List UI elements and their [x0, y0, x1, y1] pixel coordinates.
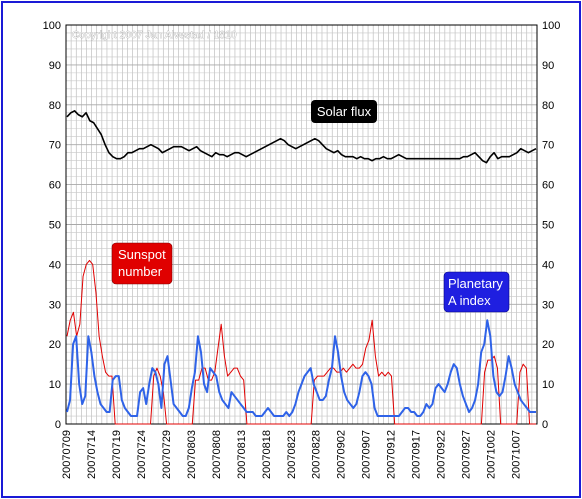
y-tick-label-right: 100 [542, 20, 560, 32]
y-axis-right: 0 10 20 30 40 50 60 70 80 90 100 [542, 20, 560, 431]
x-tick-label: 20070803 [186, 430, 198, 479]
sunspot-label-box: Sunspot number [111, 242, 173, 285]
x-tick-label: 20070917 [411, 430, 423, 479]
y-tick-label-left: 40 [49, 259, 61, 271]
sunspot-label-line2: number [118, 264, 163, 279]
y-tick-label-right: 30 [542, 299, 554, 311]
y-tick-label-left: 70 [49, 140, 61, 152]
x-tick-label: 20070813 [236, 430, 248, 479]
x-tick-label: 20071002 [486, 430, 498, 479]
y-tick-label-right: 20 [542, 339, 554, 351]
series-line-planetary-a-index [66, 319, 536, 418]
x-tick-label: 20070907 [361, 430, 373, 479]
solar-flux-label-box: Solar flux [311, 100, 377, 123]
y-tick-label-left: 60 [49, 180, 61, 192]
x-tick-label: 20070902 [336, 430, 348, 479]
x-tick-label: 20070912 [386, 430, 398, 479]
x-tick-label: 20071007 [511, 430, 523, 479]
x-tick-label: 20070719 [111, 430, 123, 479]
sunspot-label-line1: Sunspot [118, 247, 166, 262]
series-line-solar-flux [66, 109, 537, 164]
grid [66, 25, 537, 424]
solar-flux-label: Solar flux [317, 104, 372, 119]
x-tick-label: 20070922 [436, 430, 448, 479]
series-line-sunspot-number [66, 259, 536, 425]
y-tick-label-left: 20 [49, 339, 61, 351]
x-tick-label: 20070927 [461, 430, 473, 479]
y-tick-label-right: 70 [542, 140, 554, 152]
y-tick-label-right: 50 [542, 220, 554, 232]
y-tick-label-right: 40 [542, 259, 554, 271]
x-tick-label: 20070709 [61, 430, 73, 479]
y-tick-label-left: 100 [43, 20, 61, 32]
x-tick-label: 20070818 [261, 430, 273, 479]
planetary-label-box: Planetary A index [443, 271, 510, 313]
y-axis-left: 0 10 20 30 40 50 60 70 80 90 100 [43, 20, 61, 431]
y-tick-label-right: 80 [542, 100, 554, 112]
y-tick-label-left: 50 [49, 220, 61, 232]
y-tick-label-left: 80 [49, 100, 61, 112]
planetary-label-line1: Planetary [448, 276, 503, 291]
y-tick-label-left: 30 [49, 299, 61, 311]
y-tick-label-left: 0 [55, 419, 61, 431]
y-tick-label-right: 10 [542, 379, 554, 391]
copyright-text: Copyright 2007 Jan Alvestad / 1810 [72, 30, 237, 41]
planetary-label-line2: A index [448, 293, 491, 308]
y-tick-label-right: 60 [542, 180, 554, 192]
x-tick-label: 20070729 [161, 430, 173, 479]
y-tick-label-left: 10 [49, 379, 61, 391]
series-lines [66, 109, 537, 425]
y-tick-label-right: 0 [542, 419, 548, 431]
y-tick-label-right: 90 [542, 60, 554, 72]
x-tick-label: 20070828 [311, 430, 323, 479]
x-tick-label: 20070724 [136, 430, 148, 479]
x-tick-label: 20070823 [286, 430, 298, 479]
x-tick-label: 20070808 [211, 430, 223, 479]
y-tick-label-left: 90 [49, 60, 61, 72]
x-axis: 20070709 20070714 20070719 20070724 20070729… [61, 430, 523, 479]
x-tick-label: 20070714 [86, 430, 98, 479]
